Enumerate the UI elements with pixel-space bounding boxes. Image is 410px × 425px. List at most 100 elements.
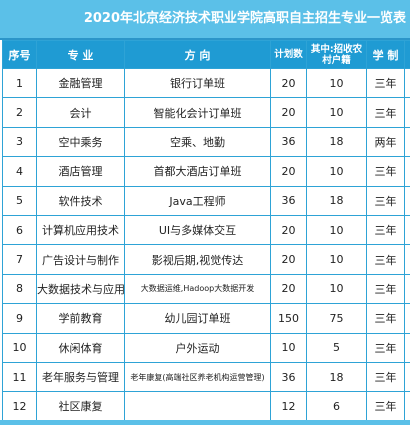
cell-direction: 大数据运维,Hadoop大数据开发 (124, 273, 271, 305)
cell-filler (404, 303, 410, 334)
table-row: 4 酒店管理 首都大酒店订单班 20 10 三年 (2, 156, 410, 187)
cell-rural: 18 (306, 361, 367, 393)
cell-major: 老年服务与管理 (36, 361, 125, 393)
header-major: 专 业 (36, 40, 125, 69)
cell-rural: 18 (306, 126, 367, 158)
cell-index: 9 (2, 303, 37, 334)
table-row: 9 学前教育 幼儿园订单班 150 75 三年 (2, 303, 410, 334)
cell-duration: 三年 (366, 361, 405, 393)
cell-direction: 影视后期,视觉传达 (124, 244, 271, 275)
cell-major: 软件技术 (36, 185, 125, 216)
cell-rural: 10 (306, 273, 367, 305)
cell-rural: 10 (306, 244, 367, 275)
cell-rural: 75 (306, 303, 367, 334)
bottom-divider (0, 420, 410, 425)
table-body: 1 金融管理 银行订单班 20 10 三年 2 会计 智能化会计订单班 20 10 三年 3 空中乘务 空乘… (2, 67, 410, 422)
cell-plan: 20 (270, 244, 307, 275)
cell-plan: 20 (270, 156, 307, 187)
cell-index: 1 (2, 67, 37, 99)
cell-major: 学前教育 (36, 303, 125, 334)
cell-duration: 三年 (366, 156, 405, 187)
cell-index: 8 (2, 273, 37, 305)
cell-filler (404, 185, 410, 216)
cell-major: 计算机应用技术 (36, 214, 125, 246)
header-duration: 学 制 (366, 40, 405, 69)
cell-major: 社区康复 (36, 391, 125, 422)
cell-filler (404, 126, 410, 158)
cell-index: 2 (2, 97, 37, 128)
cell-direction: UI与多媒体交互 (124, 214, 271, 246)
cell-plan: 20 (270, 273, 307, 305)
cell-rural: 5 (306, 332, 367, 363)
cell-major: 金融管理 (36, 67, 125, 99)
title-divider (0, 38, 410, 40)
cell-direction: 空乘、地勤 (124, 126, 271, 158)
document-title: 2020年北京经济技术职业学院高职自主招生专业一览表 (0, 0, 410, 38)
cell-plan: 20 (270, 67, 307, 99)
cell-direction: 首都大酒店订单班 (124, 156, 271, 187)
cell-duration: 两年 (366, 126, 405, 158)
cell-index: 5 (2, 185, 37, 216)
header-index: 序号 (2, 40, 37, 69)
cell-filler (404, 244, 410, 275)
cell-duration: 三年 (366, 97, 405, 128)
cell-plan: 36 (270, 185, 307, 216)
cell-duration: 三年 (366, 273, 405, 305)
table-row: 7 广告设计与制作 影视后期,视觉传达 20 10 三年 (2, 244, 410, 275)
cell-plan: 36 (270, 126, 307, 158)
cell-index: 4 (2, 156, 37, 187)
cell-plan: 150 (270, 303, 307, 334)
cell-major: 休闲体育 (36, 332, 125, 363)
cell-filler (404, 67, 410, 99)
header-rural: 其中:招收农村户籍 (306, 40, 367, 69)
cell-index: 12 (2, 391, 37, 422)
cell-index: 3 (2, 126, 37, 158)
cell-index: 6 (2, 214, 37, 246)
header-plan: 计划数 (270, 40, 307, 69)
table-row: 6 计算机应用技术 UI与多媒体交互 20 10 三年 (2, 214, 410, 246)
cell-direction: 户外运动 (124, 332, 271, 363)
majors-table: 序号 专 业 方 向 计划数 其中:招收农村户籍 学 制 1 金融管理 银行订单班 2… (2, 40, 410, 422)
cell-rural: 10 (306, 214, 367, 246)
cell-major: 酒店管理 (36, 156, 125, 187)
cell-filler (404, 156, 410, 187)
cell-filler (404, 361, 410, 393)
table-header-row: 序号 专 业 方 向 计划数 其中:招收农村户籍 学 制 (2, 40, 410, 69)
cell-direction: 智能化会计订单班 (124, 97, 271, 128)
table-row: 3 空中乘务 空乘、地勤 36 18 两年 (2, 126, 410, 158)
cell-filler (404, 97, 410, 128)
cell-index: 7 (2, 244, 37, 275)
cell-rural: 6 (306, 391, 367, 422)
cell-direction (124, 391, 271, 422)
table-row: 2 会计 智能化会计订单班 20 10 三年 (2, 97, 410, 128)
table-row: 1 金融管理 银行订单班 20 10 三年 (2, 67, 410, 99)
cell-filler (404, 391, 410, 422)
cell-plan: 10 (270, 332, 307, 363)
cell-duration: 三年 (366, 244, 405, 275)
cell-index: 11 (2, 361, 37, 393)
cell-plan: 20 (270, 97, 307, 128)
cell-direction: 幼儿园订单班 (124, 303, 271, 334)
cell-rural: 10 (306, 97, 367, 128)
table-row: 5 软件技术 Java工程师 36 18 三年 (2, 185, 410, 216)
cell-plan: 20 (270, 214, 307, 246)
cell-filler (404, 214, 410, 246)
table-row: 10 休闲体育 户外运动 10 5 三年 (2, 332, 410, 363)
cell-major: 大数据技术与应用 (36, 273, 125, 305)
header-filler (404, 40, 410, 69)
cell-duration: 三年 (366, 303, 405, 334)
cell-rural: 18 (306, 185, 367, 216)
cell-direction: 银行订单班 (124, 67, 271, 99)
cell-rural: 10 (306, 156, 367, 187)
table-row: 11 老年服务与管理 老年康复(高端社区养老机构运营管理) 36 18 三年 (2, 361, 410, 393)
cell-major: 会计 (36, 97, 125, 128)
table-row: 8 大数据技术与应用 大数据运维,Hadoop大数据开发 20 10 三年 (2, 273, 410, 305)
cell-duration: 三年 (366, 214, 405, 246)
header-direction: 方 向 (124, 40, 271, 69)
cell-duration: 三年 (366, 185, 405, 216)
cell-major: 广告设计与制作 (36, 244, 125, 275)
cell-rural: 10 (306, 67, 367, 99)
cell-plan: 12 (270, 391, 307, 422)
cell-duration: 三年 (366, 332, 405, 363)
